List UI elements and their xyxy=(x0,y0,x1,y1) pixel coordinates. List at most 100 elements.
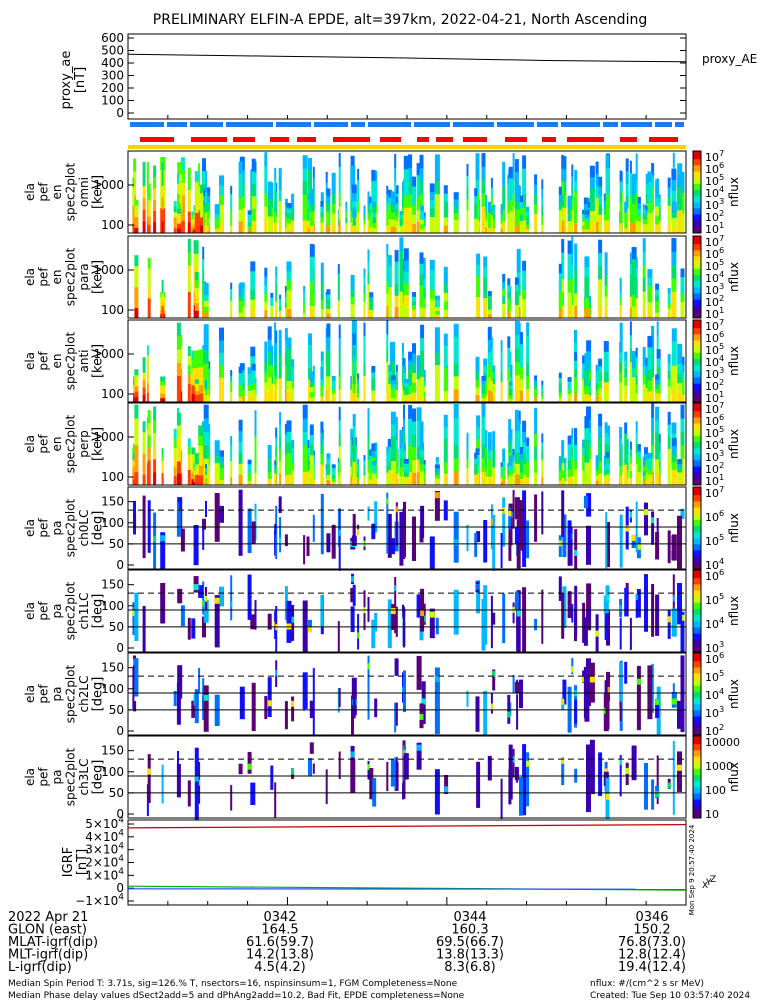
flux-cell xyxy=(483,277,488,288)
flux-cell xyxy=(320,281,324,291)
flux-cell xyxy=(655,406,660,421)
flux-cell xyxy=(667,530,671,564)
flux-cell xyxy=(134,592,139,641)
flux-cell xyxy=(487,313,492,319)
flux-cell xyxy=(264,152,268,167)
flux-cell xyxy=(606,687,610,693)
flux-cell xyxy=(474,468,478,475)
flux-cell xyxy=(453,219,459,227)
colorbar-tick-label: 10 xyxy=(705,808,719,821)
flux-cell xyxy=(595,389,599,397)
flux-cell xyxy=(604,296,608,308)
flux-cell xyxy=(390,362,395,373)
colorbar-segment xyxy=(693,805,701,809)
colorbar-segment xyxy=(693,478,701,482)
yellow-status-bar xyxy=(128,145,686,149)
flux-cell xyxy=(629,511,632,518)
flux-cell xyxy=(443,275,448,285)
flux-cell xyxy=(267,198,272,208)
flux-cell xyxy=(146,354,149,365)
flux-cell xyxy=(595,364,599,372)
flux-cell xyxy=(625,525,629,532)
flux-cell xyxy=(320,390,324,397)
colorbar-segment xyxy=(693,228,701,232)
flux-cell xyxy=(429,191,435,201)
flux-cell xyxy=(338,152,341,167)
flux-cell xyxy=(644,459,648,467)
flux-cell xyxy=(363,276,366,286)
flux-cell xyxy=(338,529,341,536)
status-bars xyxy=(128,122,686,149)
igrf-frame xyxy=(127,819,687,906)
flux-cell xyxy=(481,403,486,418)
flux-cell xyxy=(651,779,655,810)
colorbar-segment xyxy=(693,381,701,384)
flux-cell xyxy=(584,450,590,463)
panel-ylabel-text: anti xyxy=(77,350,91,373)
flux-cell xyxy=(571,290,574,305)
flux-cell xyxy=(571,175,574,188)
flux-cell xyxy=(519,378,523,391)
colorbar-segment xyxy=(693,679,701,683)
flux-cell xyxy=(567,305,572,319)
flux-cell xyxy=(202,158,206,172)
flux-cell xyxy=(267,207,272,217)
side-timestamp: Mon Sep 9 20:57:40 2024 xyxy=(688,824,696,915)
flux-cell xyxy=(274,464,277,470)
colorbar-segment xyxy=(693,297,701,300)
flux-cell xyxy=(308,758,312,777)
colorbar-segment xyxy=(693,356,701,360)
flux-cell xyxy=(443,356,448,369)
flux-cell xyxy=(420,442,425,450)
flux-cell xyxy=(541,391,544,396)
flux-cell xyxy=(508,381,513,386)
colorbar-segment xyxy=(693,448,701,451)
flux-cell xyxy=(326,479,331,486)
flux-cell xyxy=(374,170,378,182)
flux-cell xyxy=(629,321,632,336)
flux-cell xyxy=(390,397,396,403)
flux-cell xyxy=(387,204,392,212)
flux-cell xyxy=(371,366,376,373)
flux-cell xyxy=(434,314,440,319)
flux-cell xyxy=(466,198,469,211)
colorbar-segment xyxy=(693,413,701,416)
flux-cell xyxy=(490,196,493,206)
flux-cell xyxy=(502,497,506,547)
flux-cell xyxy=(264,341,268,353)
flux-cell xyxy=(291,440,295,448)
flux-cell xyxy=(214,218,220,224)
flux-cell xyxy=(571,466,574,477)
flux-cell xyxy=(655,698,660,705)
flux-cell xyxy=(238,763,243,775)
panel-ylabel-line: [keV] xyxy=(91,175,106,209)
colorbar-segment xyxy=(693,681,701,685)
flux-cell xyxy=(352,461,356,474)
flux-cell xyxy=(558,299,562,310)
flux-cell xyxy=(187,178,191,190)
colorbar-segment xyxy=(693,348,701,352)
flux-cell xyxy=(508,470,513,476)
flux-cell xyxy=(567,476,573,486)
colorbar-segment xyxy=(693,519,701,523)
flux-cell xyxy=(629,348,632,363)
flux-cell xyxy=(534,393,538,398)
flux-cell xyxy=(434,352,440,366)
footer-line-2: Median Phase delay values dSect2add=5 an… xyxy=(8,991,465,1000)
flux-cell xyxy=(453,431,459,445)
flux-cell xyxy=(487,217,492,224)
flux-cell xyxy=(331,212,336,224)
flux-cell xyxy=(194,379,199,384)
panel-ylabel-line: para xyxy=(77,263,91,290)
flux-cell xyxy=(399,250,404,265)
flux-cell xyxy=(345,212,348,218)
flux-cell xyxy=(202,678,205,720)
flux-cell xyxy=(134,205,139,212)
flux-cell xyxy=(642,365,646,375)
flux-cell xyxy=(420,228,425,234)
flux-cell xyxy=(671,251,677,266)
flux-cell xyxy=(309,444,314,456)
flux-cell xyxy=(309,474,314,486)
flux-cell xyxy=(534,384,538,390)
